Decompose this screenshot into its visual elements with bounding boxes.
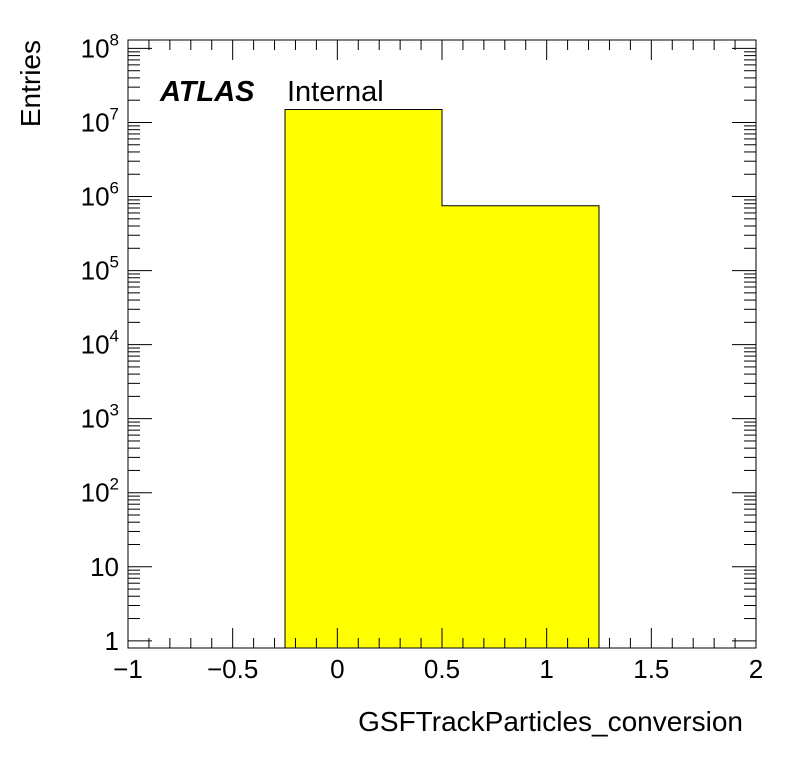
histogram-bar-1 [285,109,442,648]
y-axis-title: Entries [15,40,46,127]
y-tick-label: 107 [81,104,119,137]
y-tick-label: 103 [81,401,119,434]
axis-ticks [127,40,757,648]
histogram-bar-2 [442,205,599,648]
internal-label: Internal [287,76,384,108]
y-tick-label: 10 [90,552,119,582]
x-tick-label: 1 [539,654,553,684]
histogram-bars [284,108,600,648]
x-tick-label: 0 [330,654,344,684]
x-tick-label: 1.5 [633,654,669,684]
x-tick-label: −1 [113,654,143,684]
x-tick-label: 0.5 [424,654,460,684]
y-tick-label: 102 [81,475,119,508]
tick-labels: −1 −0.5 0 0.5 1 1.5 2 1 10 102 103 104 105 106 107 108 [81,30,764,684]
y-tick-label: 106 [81,179,119,212]
histogram-outline [284,108,600,648]
y-tick-label: 108 [81,30,119,63]
y-tick-label: 1 [105,626,119,656]
x-tick-label: 2 [749,654,763,684]
y-tick-label: 104 [81,327,119,360]
y-tick-label: 105 [81,253,119,286]
x-axis-title: GSFTrackParticles_conversion [358,706,743,737]
x-tick-label: −0.5 [207,654,258,684]
atlas-label: ATLAS [159,76,255,108]
